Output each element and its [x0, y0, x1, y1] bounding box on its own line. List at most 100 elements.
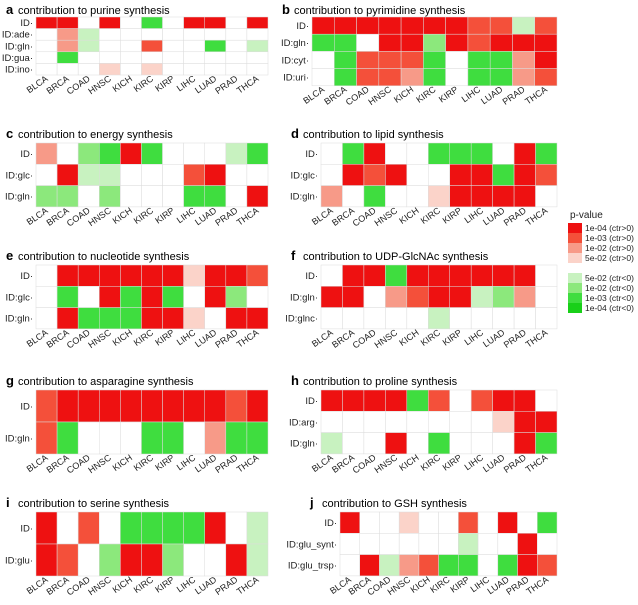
legend-label-2: 1e-02 (ctr>0)	[585, 243, 634, 253]
heatmap-cell-e-1-9	[225, 286, 248, 308]
heatmap-cell-b-1-1	[334, 33, 357, 52]
heatmap-cell-e-1-2	[77, 286, 100, 308]
column-label-d-4: KICH	[397, 205, 420, 226]
column-label-c-10: THCA	[235, 205, 261, 227]
heatmap-cell-j-1-4	[418, 533, 439, 555]
heatmap-cell-a-1-1	[56, 28, 79, 41]
heatmap-cell-b-3-8	[489, 68, 513, 87]
heatmap-cell-c-2-6	[162, 185, 184, 208]
row-label-c-0: ID·	[20, 149, 33, 160]
heatmap-cell-c-1-6	[162, 164, 184, 186]
heatmap-cell-e-0-2	[77, 264, 100, 287]
row-label-c-2: ID:gln·	[5, 192, 33, 203]
column-label-h-1: BRCA	[330, 452, 356, 475]
heatmap-cell-a-1-8	[204, 28, 227, 41]
heatmap-cell-g-1-6	[162, 421, 184, 455]
heatmap-cell-d-2-0	[320, 185, 343, 208]
heatmap-cell-i-0-9	[225, 511, 248, 545]
heatmap-cell-f-1-2	[363, 286, 386, 308]
heatmap-cell-f-2-2	[363, 307, 386, 330]
heatmap-cell-b-2-9	[512, 51, 535, 69]
heatmap-cell-h-0-6	[449, 389, 472, 412]
heatmap-cell-e-0-9	[225, 264, 248, 287]
legend-swatch-7	[568, 303, 582, 313]
heatmap-cell-a-0-5	[141, 16, 163, 29]
legend-label-0: 1e-04 (ctr>0)	[585, 223, 634, 233]
heatmap-cell-a-0-10	[246, 16, 269, 29]
column-label-d-5: KIRC	[419, 205, 443, 226]
heatmap-cell-j-1-2	[379, 533, 400, 555]
heatmap-cell-h-1-8	[492, 411, 515, 433]
row-label-f-2: ID:glnc·	[285, 314, 318, 325]
legend-label-1: 1e-03 (ctr>0)	[585, 233, 634, 243]
heatmap-cell-a-2-7	[183, 39, 205, 53]
heatmap-cell-d-0-3	[385, 142, 408, 165]
heatmap-cell-b-0-0	[311, 16, 335, 35]
heatmap-cell-j-2-1	[359, 554, 380, 577]
heatmap-cell-b-3-2	[356, 68, 380, 87]
heatmap-cell-g-0-4	[120, 389, 142, 423]
heatmap-cell-e-1-6	[162, 286, 184, 308]
heatmap-cell-d-2-10	[535, 185, 558, 208]
column-label-c-6: KIRP	[153, 205, 176, 225]
heatmap-cell-a-4-1	[56, 63, 79, 76]
heatmap-cell-c-1-10	[246, 164, 269, 186]
heatmap-cell-a-2-8	[204, 39, 227, 53]
heatmap-cell-j-1-7	[477, 533, 499, 555]
column-label-f-3: HNSC	[373, 327, 400, 350]
heatmap-cell-h-1-0	[320, 411, 343, 433]
heatmap-cell-g-1-7	[183, 421, 205, 455]
heatmap-cell-e-0-1	[56, 264, 79, 287]
heatmap-cell-d-2-1	[342, 185, 365, 208]
column-label-c-5: KIRC	[132, 205, 156, 226]
panel-title-h: contribution to proline synthesis	[303, 376, 458, 388]
heatmap-cell-c-1-4	[120, 164, 142, 186]
column-label-f-9: PRAD	[502, 327, 529, 350]
heatmap-cell-a-2-6	[162, 39, 184, 53]
heatmap-cell-h-2-1	[342, 432, 365, 455]
heatmap-cell-a-0-1	[56, 16, 79, 29]
heatmap-cell-d-2-8	[492, 185, 515, 208]
column-label-f-1: BRCA	[330, 327, 356, 350]
heatmap-cell-d-2-2	[363, 185, 386, 208]
column-label-i-0: BLCA	[25, 574, 50, 596]
legend-swatch-3	[568, 253, 582, 263]
column-label-h-9: PRAD	[502, 452, 529, 475]
column-label-b-0: BLCA	[301, 84, 326, 106]
column-label-a-2: COAD	[65, 73, 92, 96]
heatmap-cell-j-2-5	[438, 554, 459, 577]
row-label-a-1: ID:ade·	[2, 30, 33, 41]
heatmap-cell-g-1-2	[77, 421, 100, 455]
heatmap-cell-b-2-8	[489, 51, 513, 69]
panel-title-g: contribution to asparagine synthesis	[18, 376, 194, 388]
heatmap-cell-j-0-10	[537, 511, 558, 534]
column-label-i-9: PRAD	[213, 574, 240, 597]
column-label-c-3: HNSC	[86, 205, 113, 228]
heatmap-cell-b-0-7	[467, 16, 491, 35]
heatmap-cell-d-0-0	[320, 142, 343, 165]
heatmap-cell-f-0-2	[363, 264, 386, 287]
heatmap-cell-j-2-8	[497, 554, 518, 577]
heatmap-cell-h-1-4	[406, 411, 429, 433]
heatmap-cell-f-2-6	[449, 307, 472, 330]
heatmap-cell-e-2-8	[204, 307, 227, 330]
column-label-a-4: KICH	[111, 73, 134, 94]
heatmap-cell-e-0-4	[120, 264, 142, 287]
heatmap-cell-a-4-3	[99, 63, 121, 76]
heatmap-cell-b-3-1	[334, 68, 357, 87]
heatmap-cell-i-0-0	[35, 511, 58, 545]
heatmap-cell-h-2-10	[535, 432, 558, 455]
heatmap-cell-e-0-5	[141, 264, 163, 287]
heatmap-cell-h-0-8	[492, 389, 515, 412]
heatmap-cell-a-3-2	[77, 51, 100, 64]
column-label-d-10: THCA	[524, 205, 550, 227]
heatmap-cell-f-1-7	[470, 286, 493, 308]
heatmap-cell-j-0-4	[418, 511, 439, 534]
row-label-h-0: ID·	[305, 396, 318, 407]
heatmap-cell-e-0-0	[35, 264, 58, 287]
heatmap-cell-h-2-8	[492, 432, 515, 455]
legend-swatch-6	[568, 293, 582, 303]
panel-title-a: contribution to purine synthesis	[18, 5, 170, 17]
heatmap-cell-j-1-3	[398, 533, 420, 555]
